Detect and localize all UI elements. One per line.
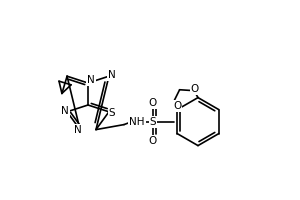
Text: N: N bbox=[108, 70, 116, 80]
Text: O: O bbox=[191, 84, 199, 94]
Text: N: N bbox=[61, 106, 69, 116]
Text: O: O bbox=[149, 98, 157, 108]
Text: O: O bbox=[173, 101, 181, 111]
Text: S: S bbox=[150, 117, 156, 127]
Text: O: O bbox=[149, 136, 157, 146]
Text: S: S bbox=[109, 108, 115, 118]
Text: NH: NH bbox=[129, 117, 145, 127]
Text: N: N bbox=[74, 125, 82, 135]
Text: N: N bbox=[87, 75, 95, 85]
